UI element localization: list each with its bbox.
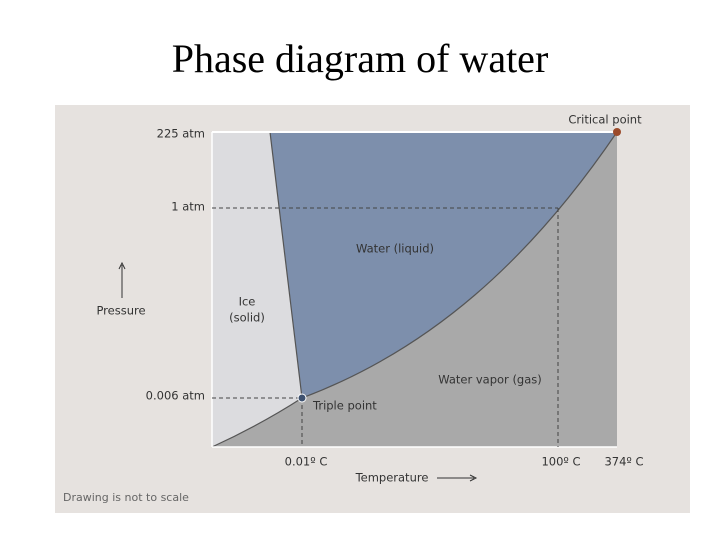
region-label: Ice xyxy=(239,295,256,309)
melting-curve xyxy=(269,131,303,399)
point-label: Critical point xyxy=(568,113,642,127)
phase-curve xyxy=(211,131,618,448)
triple-point xyxy=(297,393,307,403)
region-label: Water vapor (gas) xyxy=(438,373,542,387)
pressure-label: 225 atm xyxy=(157,127,205,141)
temperature-label: 0.01º C xyxy=(285,455,328,469)
pressure-label: 1 atm xyxy=(171,200,205,214)
region-label: Water (liquid) xyxy=(356,242,434,256)
solid-region xyxy=(212,132,302,447)
liquid-region xyxy=(270,132,617,398)
temperature-label: 100º C xyxy=(541,455,580,469)
region-label: (solid) xyxy=(229,311,265,325)
temperature-label: 374º C xyxy=(604,455,643,469)
guide-lines xyxy=(212,207,559,447)
y-axis-label: Pressure xyxy=(96,304,145,318)
x-axis-label: Temperature xyxy=(355,471,429,485)
point-label: Triple point xyxy=(312,399,377,413)
critical-point xyxy=(613,128,621,136)
pressure-label: 0.006 atm xyxy=(146,389,205,403)
slide-title: Phase diagram of water xyxy=(172,36,549,81)
note: Drawing is not to scale xyxy=(63,491,189,504)
arrows xyxy=(118,261,478,482)
